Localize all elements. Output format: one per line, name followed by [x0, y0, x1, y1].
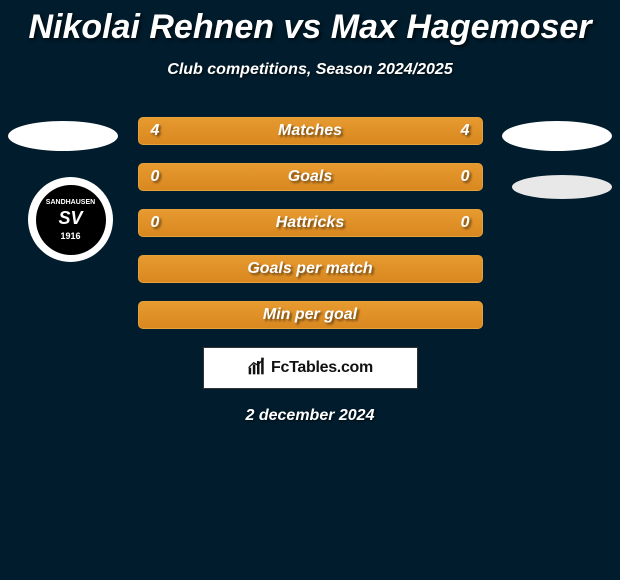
- stat-label: Goals per match: [247, 260, 372, 278]
- stat-bar-min-per-goal: Min per goal: [138, 301, 483, 329]
- crest-top-text: SANDHAUSEN: [46, 199, 95, 206]
- stat-left-value: 4: [151, 122, 160, 140]
- club-crest-inner: SANDHAUSEN SV 1916: [36, 185, 106, 255]
- page-title: Nikolai Rehnen vs Max Hagemoser: [0, 0, 620, 47]
- player-right-badge-2: [512, 175, 612, 199]
- stat-bars: 4 Matches 4 0 Goals 0 0 Hattricks 0 Goal…: [138, 117, 483, 329]
- stat-right-value: 0: [461, 214, 470, 232]
- stat-bar-goals: 0 Goals 0: [138, 163, 483, 191]
- stat-label: Hattricks: [276, 214, 344, 232]
- stat-right-value: 4: [461, 122, 470, 140]
- stat-label: Min per goal: [263, 306, 357, 324]
- brand-text: FcTables.com: [271, 359, 373, 377]
- crest-bottom-text: 1916: [60, 231, 80, 241]
- stat-bar-hattricks: 0 Hattricks 0: [138, 209, 483, 237]
- date-text: 2 december 2024: [0, 407, 620, 425]
- brand-box: FcTables.com: [203, 347, 418, 389]
- stat-right-value: 0: [461, 168, 470, 186]
- player-left-badge: [8, 121, 118, 151]
- stat-label: Matches: [278, 122, 342, 140]
- stat-bar-goals-per-match: Goals per match: [138, 255, 483, 283]
- player-right-badge: [502, 121, 612, 151]
- stat-left-value: 0: [151, 168, 160, 186]
- stat-label: Goals: [288, 168, 332, 186]
- subtitle: Club competitions, Season 2024/2025: [0, 61, 620, 79]
- club-crest: SANDHAUSEN SV 1916: [28, 177, 113, 262]
- chart-icon: [247, 356, 267, 381]
- stat-bar-matches: 4 Matches 4: [138, 117, 483, 145]
- comparison-panel: SANDHAUSEN SV 1916 4 Matches 4 0 Goals 0…: [0, 117, 620, 425]
- crest-mid-text: SV: [58, 208, 82, 229]
- stat-left-value: 0: [151, 214, 160, 232]
